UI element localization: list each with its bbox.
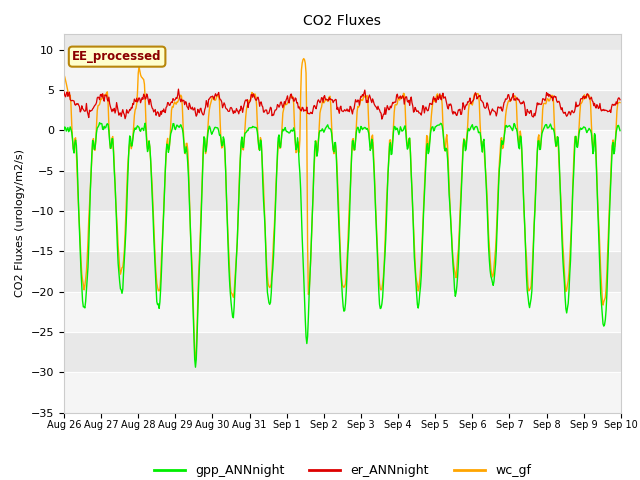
Legend: gpp_ANNnight, er_ANNnight, wc_gf: gpp_ANNnight, er_ANNnight, wc_gf	[148, 459, 536, 480]
Bar	[64, 372, 621, 413]
Bar	[64, 50, 621, 90]
Title: CO2 Fluxes: CO2 Fluxes	[303, 14, 381, 28]
Y-axis label: CO2 Fluxes (urology/m2/s): CO2 Fluxes (urology/m2/s)	[15, 149, 25, 297]
Bar	[64, 292, 621, 332]
Bar	[64, 211, 621, 252]
Bar	[64, 131, 621, 171]
Text: EE_processed: EE_processed	[72, 50, 162, 63]
